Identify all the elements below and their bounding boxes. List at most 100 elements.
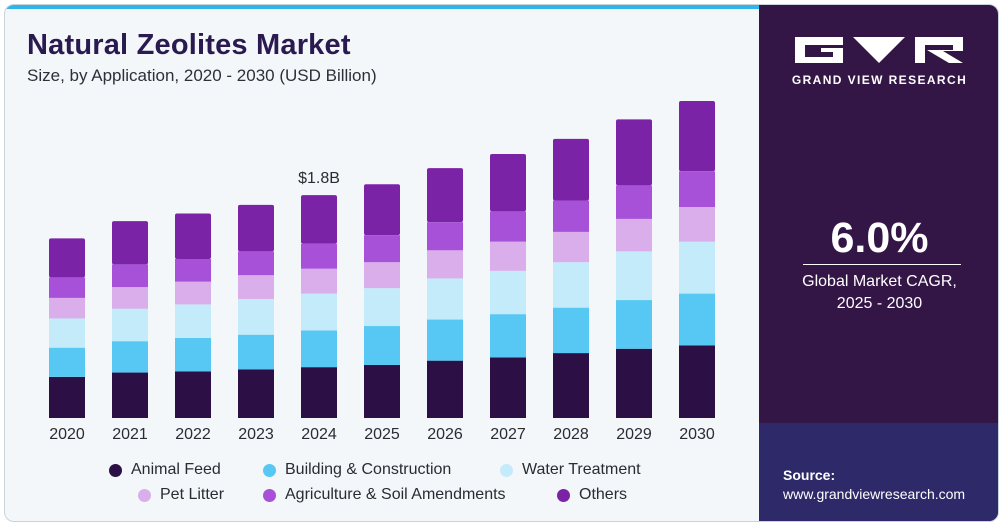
- cagr-label: Global Market CAGR, 2025 - 2030: [759, 271, 998, 315]
- legend-label: Others: [579, 486, 628, 503]
- bar-segment-animal-feed-2030: [679, 345, 715, 418]
- bar-segment-animal-feed-2024: [301, 367, 337, 418]
- bar-segment-pet-litter-2027: [490, 241, 526, 271]
- bar-segment-building-construction-2029: [616, 300, 652, 349]
- bar-segment-agriculture-soil-amendments-2026: [427, 222, 463, 251]
- bar-segment-pet-litter-2028: [553, 231, 589, 263]
- legend-marker: [263, 463, 276, 477]
- bar-segment-building-construction-2025: [364, 326, 400, 365]
- bar-segment-water-treatment-2020: [49, 318, 85, 348]
- bar-segment-water-treatment-2030: [679, 241, 715, 294]
- cagr-divider: [803, 264, 961, 265]
- cagr-label-line1: Global Market CAGR,: [802, 273, 957, 290]
- bar-segment-others-2030: [679, 100, 715, 172]
- bar-segment-others-2027: [490, 154, 526, 212]
- legend-item-animal-feed: Animal Feed: [109, 461, 221, 479]
- brand-name: GRAND VIEW RESEARCH: [791, 73, 968, 87]
- bar-segment-agriculture-soil-amendments-2025: [364, 235, 400, 263]
- legend-label: Animal Feed: [131, 461, 221, 478]
- bar-segment-building-construction-2021: [112, 341, 148, 373]
- legend-item-pet-litter: Pet Litter: [138, 486, 224, 504]
- bar-segment-building-construction-2022: [175, 337, 211, 372]
- legend-item-building-construction: Building & Construction: [263, 461, 451, 479]
- bar-segment-agriculture-soil-amendments-2023: [238, 251, 274, 276]
- cagr-label-line2: 2025 - 2030: [836, 295, 923, 312]
- x-tick-label-2020: 2020: [49, 426, 85, 443]
- bar-segment-animal-feed-2025: [364, 364, 400, 418]
- source-panel: [759, 423, 998, 521]
- bar-segment-agriculture-soil-amendments-2029: [616, 185, 652, 219]
- x-tick-label-2027: 2027: [490, 426, 526, 443]
- bar-segment-pet-litter-2029: [616, 218, 652, 252]
- x-tick-label-2024: 2024: [301, 426, 337, 443]
- x-tick-label-2022: 2022: [175, 426, 211, 443]
- bar-segment-building-construction-2030: [679, 293, 715, 346]
- x-tick-label-2028: 2028: [553, 426, 589, 443]
- chart-card: Natural Zeolites Market Size, by Applica…: [4, 4, 999, 522]
- bar-segment-agriculture-soil-amendments-2020: [49, 277, 85, 298]
- bar-segment-animal-feed-2029: [616, 348, 652, 418]
- bar-segment-water-treatment-2024: [301, 293, 337, 331]
- bar-segment-water-treatment-2023: [238, 298, 274, 335]
- bar-segment-water-treatment-2026: [427, 278, 463, 320]
- sidebar-panel: GRAND VIEW RESEARCH 6.0% Global Market C…: [759, 5, 998, 521]
- legend-marker: [109, 463, 122, 477]
- bar-segment-pet-litter-2021: [112, 287, 148, 309]
- bar-segment-pet-litter-2022: [175, 281, 211, 305]
- chart-subtitle: Size, by Application, 2020 - 2030 (USD B…: [27, 66, 377, 85]
- bar-segment-others-2022: [175, 213, 211, 259]
- bar-segment-animal-feed-2022: [175, 371, 211, 418]
- source-link[interactable]: www.grandviewresearch.com: [783, 486, 966, 502]
- bar-segment-pet-litter-2024: [301, 268, 337, 294]
- bar-segment-water-treatment-2027: [490, 270, 526, 315]
- bar-segment-animal-feed-2020: [49, 376, 85, 418]
- legend-marker: [557, 488, 570, 502]
- legend-item-others: Others: [557, 486, 627, 504]
- bar-segment-pet-litter-2030: [679, 207, 715, 242]
- x-tick-label-2025: 2025: [364, 426, 400, 443]
- x-tick-label-2030: 2030: [679, 426, 715, 443]
- bar-segment-water-treatment-2021: [112, 308, 148, 342]
- stacked-bar-chart: 2020 2021 2022 2023 2024 $1.8B 2025 2026 2027 202…: [49, 100, 715, 443]
- bar-segment-animal-feed-2021: [112, 372, 148, 418]
- bar-segment-animal-feed-2023: [238, 369, 274, 418]
- bar-segment-water-treatment-2022: [175, 304, 211, 338]
- bar-segment-others-2021: [112, 221, 148, 265]
- legend-item-water-treatment: Water Treatment: [500, 461, 641, 479]
- bar-segment-others-2025: [364, 184, 400, 236]
- cagr-value: 6.0%: [830, 214, 929, 262]
- bar-segment-others-2020: [49, 238, 85, 278]
- bar-segment-agriculture-soil-amendments-2021: [112, 264, 148, 288]
- bar-segment-water-treatment-2028: [553, 262, 589, 308]
- x-tick-label-2021: 2021: [112, 426, 148, 443]
- chart-title: Natural Zeolites Market: [27, 29, 351, 61]
- bar-segment-water-treatment-2029: [616, 251, 652, 301]
- legend-marker: [500, 463, 513, 477]
- data-label-2024: $1.8B: [298, 170, 340, 187]
- legend-label: Pet Litter: [160, 486, 225, 503]
- bar-segment-others-2026: [427, 168, 463, 223]
- bar-segment-agriculture-soil-amendments-2030: [679, 171, 715, 208]
- grand-view-research-logo: [795, 37, 963, 63]
- legend-marker: [263, 488, 276, 502]
- accent-line: [5, 5, 759, 9]
- bar-segment-building-construction-2027: [490, 314, 526, 358]
- x-tick-label-2026: 2026: [427, 426, 463, 443]
- legend-marker: [138, 488, 151, 502]
- bar-segment-pet-litter-2023: [238, 275, 274, 299]
- bar-segment-others-2028: [553, 138, 589, 201]
- x-tick-label-2023: 2023: [238, 426, 274, 443]
- bar-segment-building-construction-2023: [238, 334, 274, 370]
- bar-segment-water-treatment-2025: [364, 288, 400, 327]
- x-tick-label-2029: 2029: [616, 426, 652, 443]
- bar-segment-pet-litter-2020: [49, 297, 85, 319]
- bar-segment-animal-feed-2027: [490, 357, 526, 418]
- bar-segment-others-2023: [238, 204, 274, 252]
- legend-label: Agriculture & Soil Amendments: [285, 486, 506, 503]
- bar-segment-building-construction-2020: [49, 347, 85, 377]
- bar-segment-agriculture-soil-amendments-2024: [301, 243, 337, 269]
- bar-segment-others-2024: [301, 195, 337, 244]
- bar-segment-pet-litter-2025: [364, 262, 400, 289]
- source-label: Source:: [783, 467, 836, 483]
- bar-segment-agriculture-soil-amendments-2022: [175, 258, 211, 282]
